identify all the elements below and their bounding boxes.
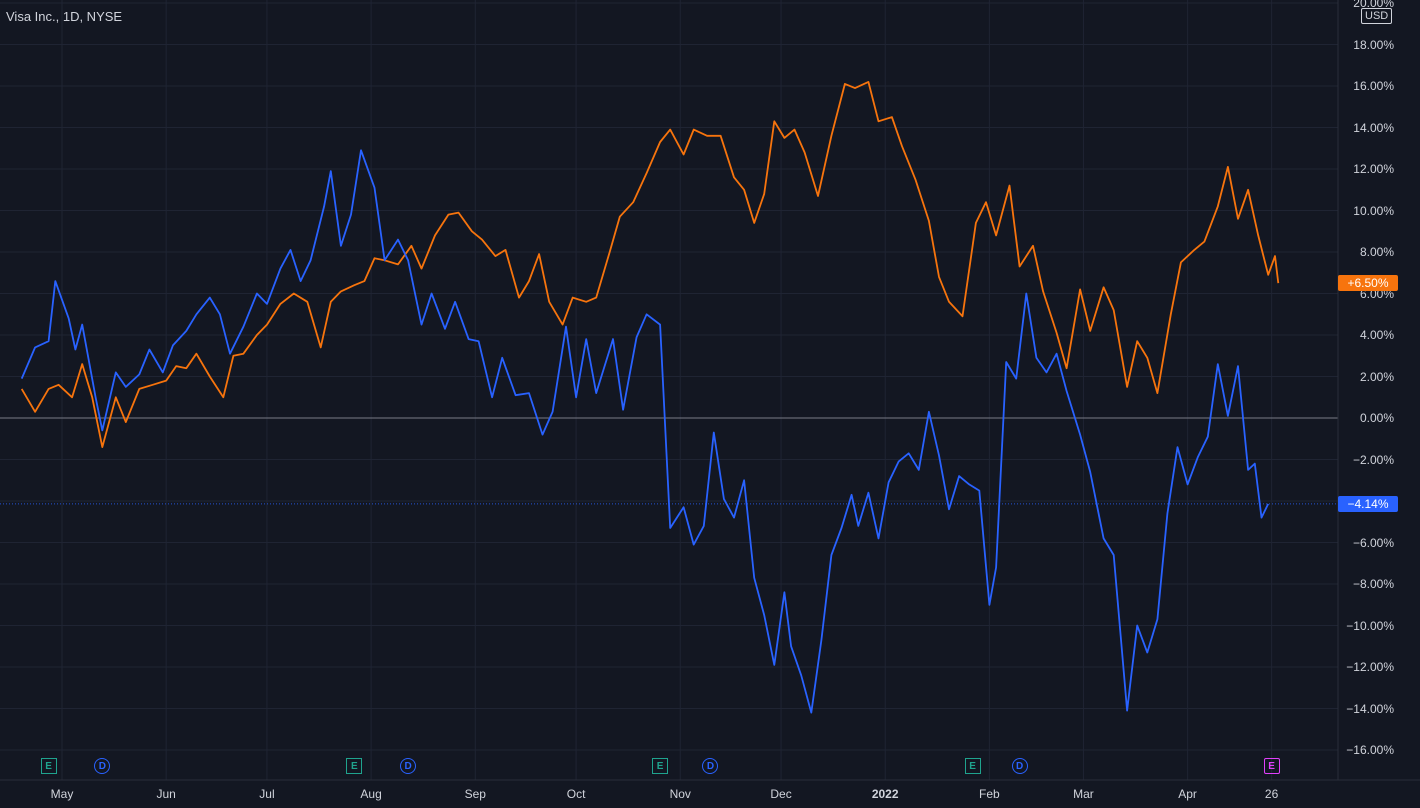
y-tick-label: −2.00% — [1352, 452, 1394, 467]
y-tick-label: 14.00% — [1353, 120, 1394, 135]
series-line-blue — [20, 149, 1270, 714]
x-tick-label: 26 — [1264, 787, 1279, 801]
x-tick-label: May — [50, 787, 74, 801]
y-tick-label: 18.00% — [1353, 37, 1394, 52]
x-tick-label: Dec — [770, 787, 792, 801]
y-tick-label: −16.00% — [1346, 743, 1394, 757]
y-tick-label: 0.00% — [1359, 411, 1394, 425]
last-value-tag-blue: −4.14% — [1338, 495, 1398, 512]
x-tick-label: Mar — [1073, 787, 1094, 801]
y-tick-label: −10.00% — [1346, 618, 1394, 633]
x-tick-label: Nov — [669, 787, 691, 801]
currency-badge[interactable]: USD — [1361, 8, 1393, 24]
dividend-icon[interactable]: D — [400, 758, 417, 774]
series-lines — [0, 81, 1338, 714]
x-tick-label: Jul — [259, 787, 275, 801]
y-tick-label: 16.00% — [1353, 79, 1394, 93]
chart-title: Visa Inc., 1D, NYSE — [6, 9, 123, 24]
y-tick-label: 4.00% — [1359, 328, 1394, 342]
last-value-tag-orange: +6.50% — [1338, 275, 1398, 292]
y-tick-label: 8.00% — [1359, 245, 1394, 259]
earnings-icon[interactable]: E — [40, 758, 57, 774]
earnings-icon[interactable]: E — [346, 758, 363, 774]
y-tick-label: 2.00% — [1359, 369, 1394, 384]
earnings-icon[interactable]: E — [964, 758, 981, 774]
x-tick-label: Feb — [979, 787, 1000, 801]
dividend-icon[interactable]: D — [1011, 758, 1028, 774]
x-tick-label: 2022 — [871, 787, 899, 801]
dividend-icon[interactable]: D — [702, 758, 719, 774]
upcoming-earnings-icon[interactable]: E — [1263, 758, 1280, 774]
grid — [0, 0, 1338, 780]
y-tick-label: 10.00% — [1353, 203, 1394, 218]
x-tick-label: Apr — [1178, 787, 1197, 801]
dividend-icon[interactable]: D — [94, 758, 111, 774]
x-tick-label: Sep — [464, 787, 486, 801]
y-tick-label: −6.00% — [1352, 535, 1394, 550]
earnings-icon[interactable]: E — [652, 758, 669, 774]
y-tick-label: −8.00% — [1352, 577, 1394, 591]
y-tick-label: 12.00% — [1353, 162, 1394, 176]
x-tick-label: Jun — [156, 787, 176, 801]
x-tick-label: Aug — [360, 787, 382, 801]
axes — [0, 0, 1420, 781]
x-tick-label: Oct — [566, 787, 586, 801]
y-tick-label: 20.00% — [1353, 0, 1394, 10]
y-tick-label: −12.00% — [1346, 660, 1394, 674]
series-line-orange — [20, 81, 1280, 449]
y-tick-label: −14.00% — [1346, 701, 1394, 716]
